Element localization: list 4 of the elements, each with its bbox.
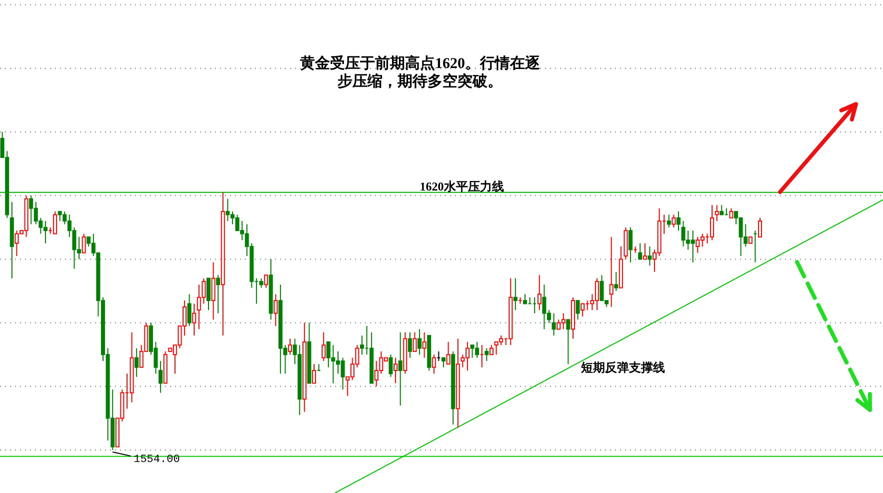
chart-title: 黄金受压于前期高点1620。行情在逐步压缩，期待多空突破。 <box>299 54 541 90</box>
series-label: 短期反弹支撑线 <box>580 360 665 374</box>
ref-line-label: 1620水平压力线 <box>420 179 504 194</box>
annotation: 1554.00 <box>112 452 180 466</box>
